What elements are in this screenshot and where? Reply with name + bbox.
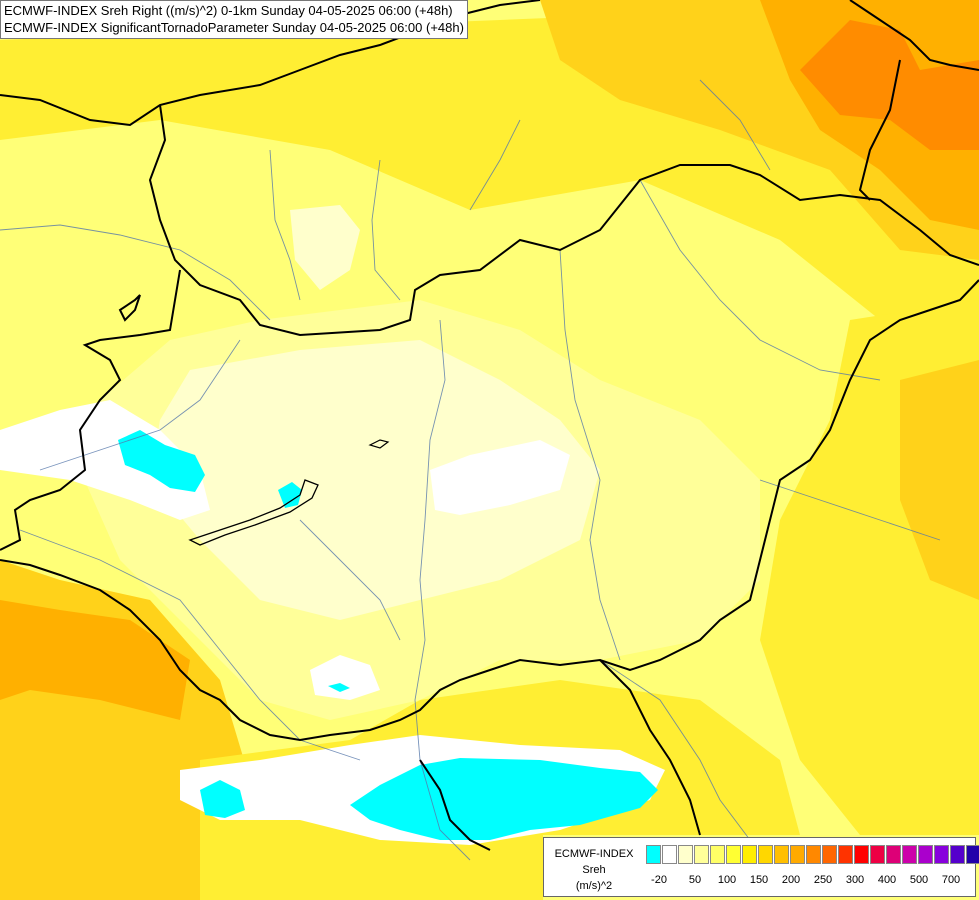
map-title-line-1: ECMWF-INDEX Sreh Right ((m/s)^2) 0-1km S…	[4, 3, 453, 18]
lake-balaton-outline	[188, 479, 319, 546]
field-cyan-south	[350, 758, 658, 840]
legend-tick-label: 300	[845, 874, 865, 886]
legend-tick-label: 250	[813, 874, 833, 886]
legend-swatch	[902, 845, 917, 864]
legend-title: ECMWF-INDEX Sreh (m/s)^2	[548, 846, 640, 894]
legend-swatch	[662, 845, 677, 864]
legend-swatch	[774, 845, 789, 864]
legend-tick-label: 700	[941, 874, 961, 886]
legend-color-bar	[646, 845, 979, 864]
legend-variable: Sreh	[582, 864, 606, 876]
field-cyan-lake	[278, 482, 302, 508]
legend-swatch	[838, 845, 853, 864]
field-gold-east	[900, 360, 979, 600]
legend-swatch	[854, 845, 869, 864]
legend-tick-label: -20	[651, 874, 667, 886]
field-cyan-west	[118, 430, 205, 492]
lake-small-outline	[368, 439, 390, 449]
legend-tick-label: 200	[781, 874, 801, 886]
legend-swatch	[806, 845, 821, 864]
legend-swatch	[710, 845, 725, 864]
legend-model: ECMWF-INDEX	[554, 848, 634, 860]
legend-swatch	[870, 845, 885, 864]
map-title-box: ECMWF-INDEX Sreh Right ((m/s)^2) 0-1km S…	[0, 0, 468, 39]
legend-swatch	[742, 845, 757, 864]
field-white-south	[310, 655, 380, 700]
legend-tick-label: 100	[717, 874, 737, 886]
map-title-line-2: ECMWF-INDEX SignificantTornadoParameter …	[4, 20, 464, 35]
legend-tick-label: 50	[688, 874, 702, 886]
field-white-central	[430, 440, 570, 515]
legend-swatch	[678, 845, 693, 864]
legend-swatch	[822, 845, 837, 864]
legend-tick-label: 400	[877, 874, 897, 886]
legend-swatch	[950, 845, 965, 864]
legend-tick-label: 150	[749, 874, 769, 886]
legend-swatch	[758, 845, 773, 864]
color-legend: ECMWF-INDEX Sreh (m/s)^2 -20 50 100 150 200 2…	[543, 837, 979, 897]
field-very-pale-central	[150, 340, 600, 620]
rivers	[0, 79, 941, 861]
field-white-west	[0, 400, 210, 520]
legend-swatch	[886, 845, 901, 864]
legend-swatch	[790, 845, 805, 864]
field-pale-north	[290, 205, 360, 290]
legend-unit: (m/s)^2	[575, 880, 613, 892]
field-darkorange-ne	[800, 20, 979, 150]
legend-swatch	[966, 845, 979, 864]
field-cyan-southwest	[200, 780, 245, 818]
field-cyan-small	[328, 683, 350, 692]
legend-swatch	[918, 845, 933, 864]
legend-tick-label: 500	[909, 874, 929, 886]
legend-swatch	[726, 845, 741, 864]
legend-swatch	[694, 845, 709, 864]
field-orange-southwest	[0, 600, 190, 720]
legend-swatch	[934, 845, 949, 864]
legend-swatch	[646, 845, 661, 864]
